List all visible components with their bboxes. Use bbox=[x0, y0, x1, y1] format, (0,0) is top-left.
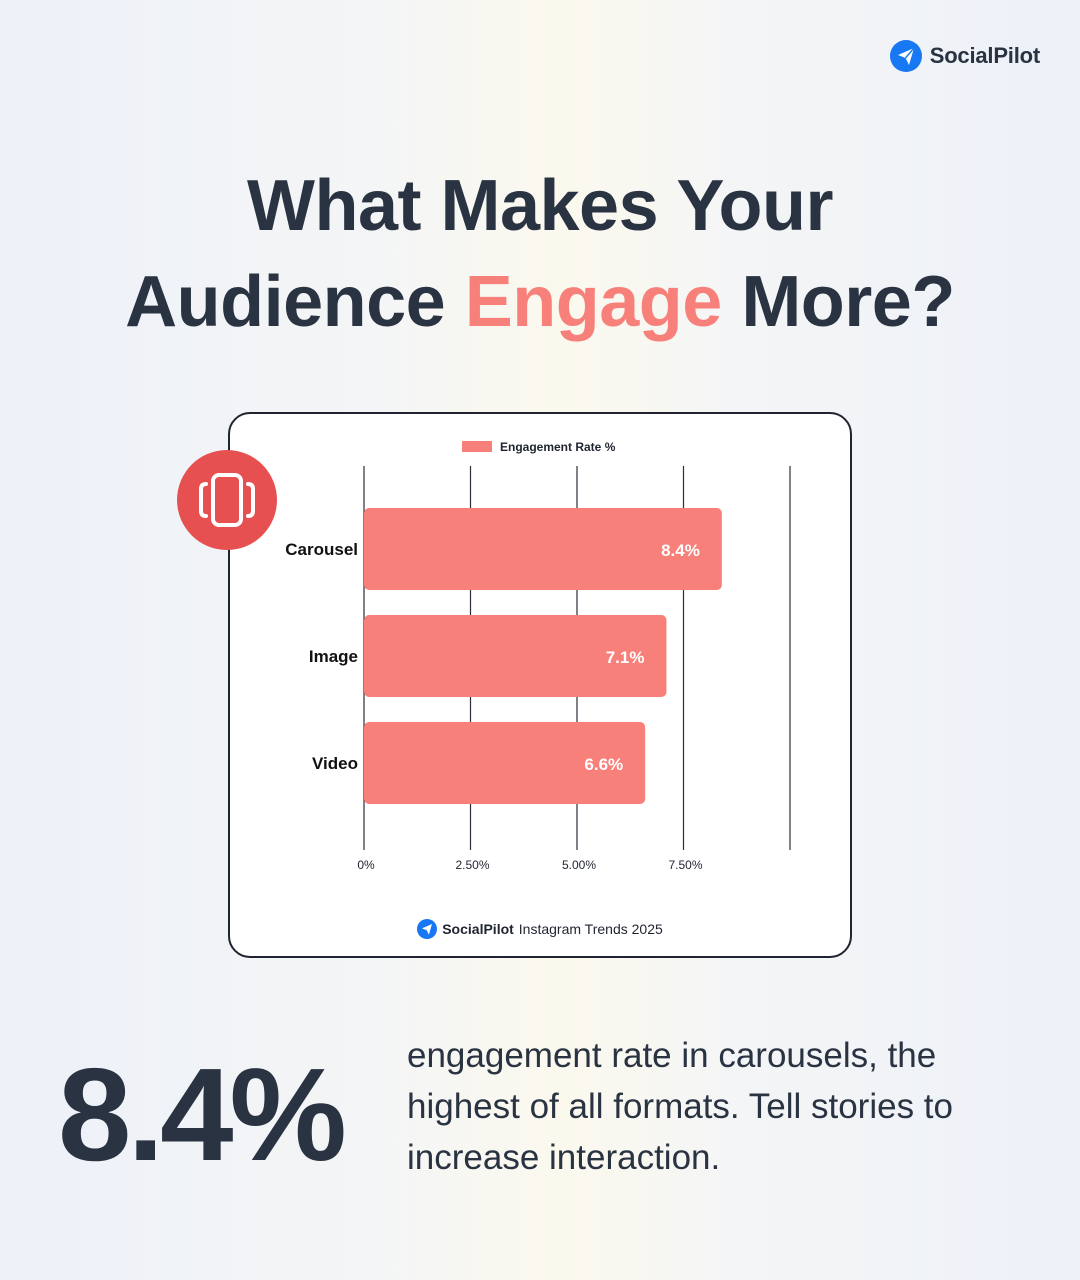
data-label: 6.6% bbox=[584, 755, 623, 774]
data-label: 7.1% bbox=[606, 648, 645, 667]
page-title: What Makes Your Audience Engage More? bbox=[0, 158, 1080, 350]
bar-image bbox=[364, 615, 667, 697]
legend-swatch bbox=[462, 441, 492, 452]
chart-card: 0% 2.50% 5.00% 7.50% Engagement Rate % Carous… bbox=[228, 412, 852, 958]
source-brand: SocialPilot bbox=[442, 921, 514, 937]
title-line-2-start: Audience bbox=[125, 262, 446, 342]
category-label: Carousel bbox=[285, 540, 358, 559]
x-tick-label: 5.00% bbox=[562, 858, 596, 872]
x-tick-label: 7.50% bbox=[668, 858, 702, 872]
category-label: Image bbox=[309, 647, 358, 666]
stat-description: engagement rate in carousels, the highes… bbox=[407, 1036, 953, 1177]
data-label: 8.4% bbox=[661, 541, 700, 560]
source-text: Instagram Trends 2025 bbox=[518, 921, 663, 937]
brand-name: SocialPilot bbox=[929, 43, 1040, 68]
category-label: Video bbox=[312, 754, 358, 773]
paper-plane-icon bbox=[417, 919, 438, 939]
big-stat-value: 8.4% bbox=[58, 1041, 347, 1188]
brand-logo: SocialPilot bbox=[889, 40, 1040, 72]
carousel-icon bbox=[199, 473, 255, 527]
carousel-badge bbox=[177, 450, 277, 550]
title-line-2-end: More? bbox=[741, 262, 955, 342]
bar-carousel bbox=[364, 508, 722, 590]
title-line-1: What Makes Your bbox=[247, 166, 833, 246]
bar-chart: 0% 2.50% 5.00% 7.50% Engagement Rate % Carous… bbox=[285, 440, 791, 872]
paper-plane-icon bbox=[889, 40, 922, 72]
x-tick-label: 0% bbox=[357, 858, 375, 872]
chart-source: SocialPilot Instagram Trends 2025 bbox=[230, 919, 850, 939]
bar-video bbox=[364, 722, 646, 804]
title-accent-word: Engage bbox=[464, 262, 723, 342]
x-tick-label: 2.50% bbox=[455, 858, 489, 872]
legend-label: Engagement Rate % bbox=[500, 440, 616, 454]
